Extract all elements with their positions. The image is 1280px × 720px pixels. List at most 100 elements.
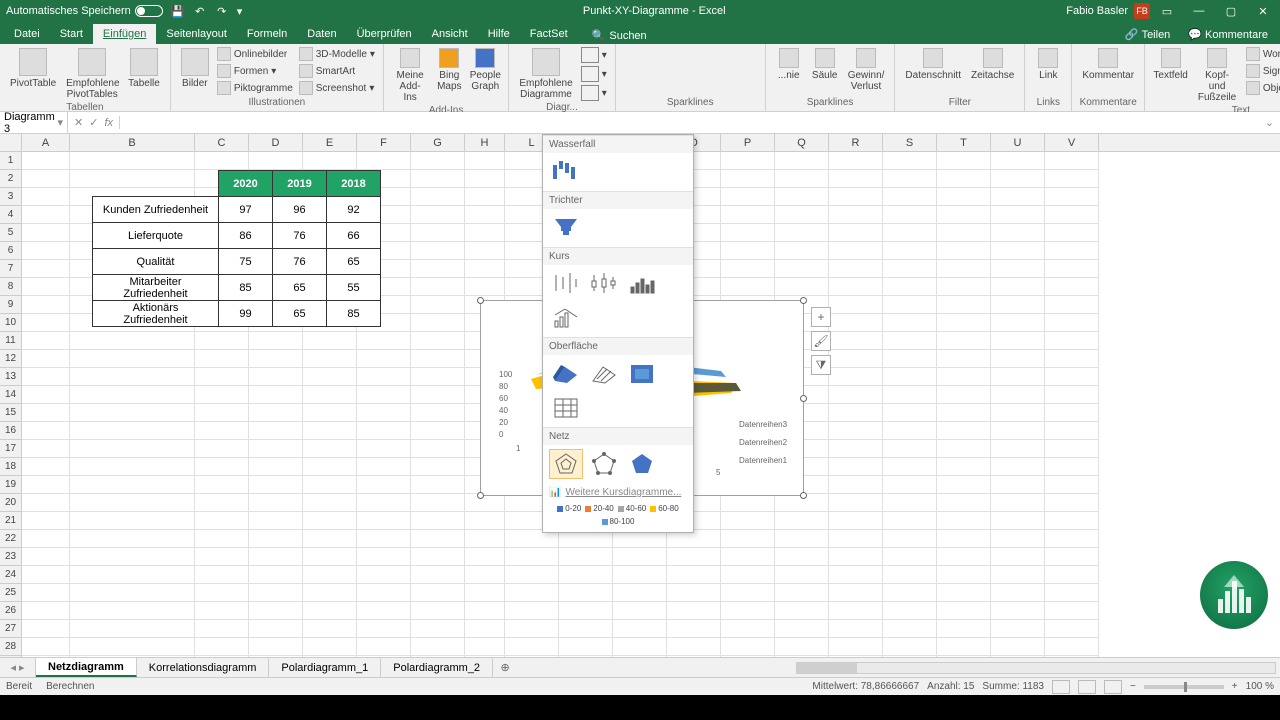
cell[interactable] bbox=[883, 368, 937, 386]
cell[interactable] bbox=[937, 350, 991, 368]
cell[interactable] bbox=[1045, 584, 1099, 602]
cell[interactable] bbox=[411, 386, 465, 404]
cell[interactable] bbox=[991, 584, 1045, 602]
radar-chart-2[interactable] bbox=[587, 449, 621, 479]
zoom-out-button[interactable]: − bbox=[1130, 681, 1136, 692]
menu-tab-überprüfen[interactable]: Überprüfen bbox=[347, 24, 422, 44]
cell[interactable] bbox=[465, 512, 505, 530]
cell[interactable] bbox=[505, 602, 559, 620]
cell[interactable] bbox=[937, 620, 991, 638]
cell[interactable] bbox=[195, 332, 249, 350]
cell[interactable] bbox=[465, 566, 505, 584]
bing-maps-button[interactable]: Bing Maps bbox=[432, 46, 466, 94]
cell[interactable] bbox=[249, 386, 303, 404]
cell[interactable] bbox=[613, 656, 667, 657]
cell[interactable] bbox=[883, 656, 937, 657]
cell[interactable] bbox=[883, 404, 937, 422]
cell[interactable] bbox=[721, 188, 775, 206]
cell[interactable] bbox=[195, 404, 249, 422]
cell[interactable] bbox=[505, 656, 559, 657]
cell[interactable] bbox=[883, 206, 937, 224]
cell[interactable] bbox=[411, 638, 465, 656]
row-header[interactable]: 4 bbox=[0, 206, 22, 224]
cell[interactable] bbox=[70, 152, 195, 170]
cell[interactable] bbox=[357, 530, 411, 548]
cell[interactable] bbox=[883, 422, 937, 440]
cell[interactable] bbox=[411, 584, 465, 602]
cell[interactable] bbox=[991, 512, 1045, 530]
cell[interactable] bbox=[465, 170, 505, 188]
cell[interactable] bbox=[357, 350, 411, 368]
cell[interactable] bbox=[411, 224, 465, 242]
row-header[interactable]: 3 bbox=[0, 188, 22, 206]
cell[interactable] bbox=[465, 530, 505, 548]
sheet-tab[interactable]: Netzdiagramm bbox=[36, 658, 137, 677]
cell[interactable] bbox=[559, 566, 613, 584]
row-header[interactable]: 22 bbox=[0, 530, 22, 548]
cell[interactable] bbox=[249, 512, 303, 530]
cell[interactable] bbox=[195, 530, 249, 548]
cell[interactable] bbox=[465, 620, 505, 638]
cell[interactable] bbox=[991, 476, 1045, 494]
cell[interactable] bbox=[937, 512, 991, 530]
cell[interactable] bbox=[249, 602, 303, 620]
menu-tab-hilfe[interactable]: Hilfe bbox=[478, 24, 520, 44]
cell[interactable] bbox=[249, 350, 303, 368]
row-header[interactable]: 1 bbox=[0, 152, 22, 170]
cell[interactable] bbox=[70, 530, 195, 548]
cell[interactable] bbox=[775, 206, 829, 224]
cell[interactable] bbox=[775, 278, 829, 296]
cell[interactable] bbox=[883, 638, 937, 656]
cell[interactable] bbox=[303, 602, 357, 620]
cell[interactable] bbox=[883, 386, 937, 404]
cell[interactable] bbox=[991, 440, 1045, 458]
cell[interactable] bbox=[70, 512, 195, 530]
cell[interactable] bbox=[357, 638, 411, 656]
cell[interactable] bbox=[411, 422, 465, 440]
cell[interactable] bbox=[883, 350, 937, 368]
row-header[interactable]: 10 bbox=[0, 314, 22, 332]
cell[interactable] bbox=[1045, 242, 1099, 260]
cell[interactable] bbox=[1045, 260, 1099, 278]
cell[interactable] bbox=[883, 440, 937, 458]
cell[interactable] bbox=[303, 476, 357, 494]
cell[interactable] bbox=[195, 494, 249, 512]
chart-styles-button[interactable]: 🖌 bbox=[811, 331, 831, 351]
cell[interactable] bbox=[70, 476, 195, 494]
row-header[interactable]: 17 bbox=[0, 440, 22, 458]
cell[interactable] bbox=[70, 350, 195, 368]
cell[interactable] bbox=[505, 548, 559, 566]
cell[interactable] bbox=[775, 188, 829, 206]
cell[interactable] bbox=[991, 314, 1045, 332]
cell[interactable] bbox=[937, 656, 991, 657]
user-avatar[interactable]: FB bbox=[1134, 3, 1150, 19]
signature-button[interactable]: Signaturzeile▾ bbox=[1244, 63, 1280, 79]
cell[interactable] bbox=[559, 548, 613, 566]
fx-icon[interactable]: fx bbox=[104, 117, 113, 129]
cell[interactable] bbox=[303, 332, 357, 350]
cell[interactable] bbox=[667, 638, 721, 656]
cell[interactable] bbox=[22, 602, 70, 620]
cell[interactable] bbox=[559, 602, 613, 620]
cell[interactable] bbox=[465, 584, 505, 602]
online-pictures-button[interactable]: Onlinebilder bbox=[215, 46, 295, 62]
stock-chart-1[interactable] bbox=[549, 269, 583, 299]
chart-type-2[interactable]: ▾ bbox=[579, 65, 609, 83]
column-header[interactable]: H bbox=[465, 134, 505, 151]
cell[interactable] bbox=[883, 260, 937, 278]
cell[interactable] bbox=[411, 314, 465, 332]
cell[interactable] bbox=[829, 386, 883, 404]
recommended-pivot-button[interactable]: Empfohlene PivotTables bbox=[62, 46, 122, 102]
cell[interactable] bbox=[937, 386, 991, 404]
cell[interactable] bbox=[70, 386, 195, 404]
maximize-icon[interactable]: ▢ bbox=[1216, 0, 1246, 22]
column-header[interactable]: U bbox=[991, 134, 1045, 151]
cell[interactable] bbox=[357, 476, 411, 494]
zoom-in-button[interactable]: + bbox=[1232, 681, 1238, 692]
cell[interactable] bbox=[1045, 458, 1099, 476]
cell[interactable] bbox=[1045, 620, 1099, 638]
cell[interactable] bbox=[559, 638, 613, 656]
cell[interactable] bbox=[411, 296, 465, 314]
cell[interactable] bbox=[829, 224, 883, 242]
cell[interactable] bbox=[721, 260, 775, 278]
